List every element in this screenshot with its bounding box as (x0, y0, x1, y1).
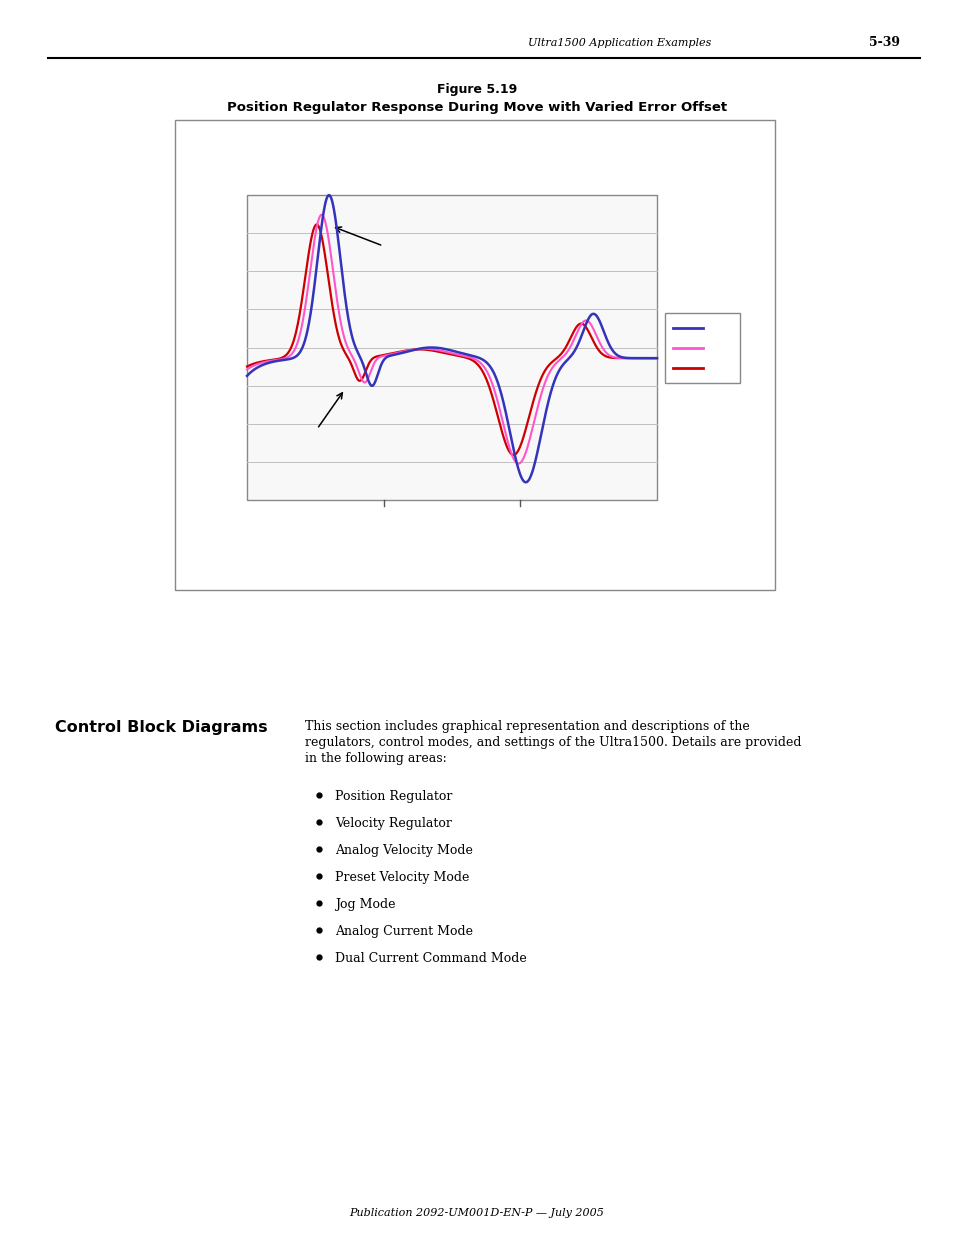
Text: Dual Current Command Mode: Dual Current Command Mode (335, 952, 526, 965)
Text: Preset Velocity Mode: Preset Velocity Mode (335, 871, 469, 884)
Text: Publication 2092-UM001D-EN-P — July 2005: Publication 2092-UM001D-EN-P — July 2005 (349, 1208, 604, 1218)
Text: Control Block Diagrams: Control Block Diagrams (55, 720, 268, 735)
Text: Position Regulator Response During Move with Varied Error Offset: Position Regulator Response During Move … (227, 100, 726, 114)
Text: Analog Current Mode: Analog Current Mode (335, 925, 473, 939)
Text: Analog Velocity Mode: Analog Velocity Mode (335, 844, 473, 857)
Text: Jog Mode: Jog Mode (335, 898, 395, 911)
Text: in the following areas:: in the following areas: (305, 752, 446, 764)
Text: Figure 5.19: Figure 5.19 (436, 84, 517, 96)
Text: Position Regulator: Position Regulator (335, 790, 452, 803)
Text: 5-39: 5-39 (868, 37, 899, 49)
Text: This section includes graphical representation and descriptions of the: This section includes graphical represen… (305, 720, 749, 734)
Bar (664, 312, 740, 383)
Bar (247, 195, 657, 500)
Text: Velocity Regulator: Velocity Regulator (335, 818, 452, 830)
Text: Ultra1500 Application Examples: Ultra1500 Application Examples (528, 38, 711, 48)
Bar (174, 120, 774, 590)
Text: regulators, control modes, and settings of the Ultra1500. Details are provided: regulators, control modes, and settings … (305, 736, 801, 748)
